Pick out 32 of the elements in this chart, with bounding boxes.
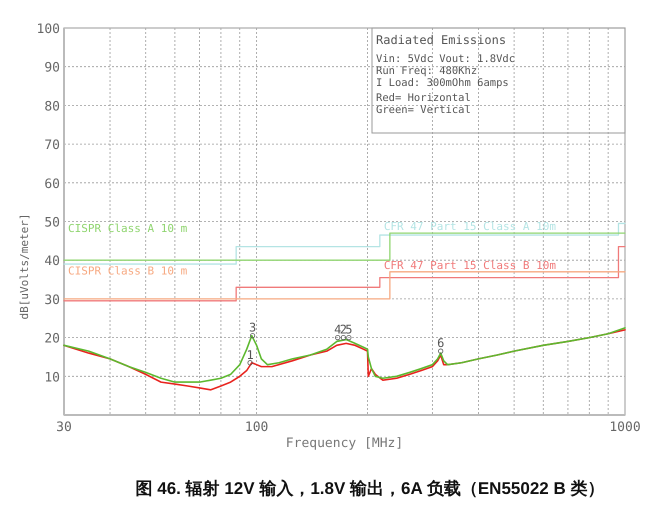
x-tick-label: 30 — [56, 420, 72, 435]
x-axis-title: Frequency [MHz] — [286, 436, 404, 451]
y-tick-label: 50 — [44, 216, 60, 230]
x-tick-label: 1000 — [609, 420, 641, 435]
annotation: 6 — [437, 336, 444, 350]
text: CISPR Class A 10 m — [68, 222, 188, 236]
y-tick-label: 70 — [44, 138, 60, 154]
annotation: Run Freq: 480Khz — [376, 65, 478, 77]
y-tick-label: 80 — [44, 99, 60, 114]
annotation: Green= Vertical — [376, 104, 471, 116]
annotation: 4 — [334, 322, 342, 337]
y-tick-label: 10 — [44, 370, 60, 386]
series-label: CFR 47 Part 15 Class A 10m — [384, 220, 556, 234]
y-axis-title: dB[uVolts/meter] — [18, 214, 31, 320]
x-tick-label: 100 — [244, 420, 268, 435]
annotation: Red= Horizontal — [376, 92, 471, 104]
y-tick-label: 20 — [44, 332, 60, 347]
y-tick-label: 100 — [36, 22, 60, 37]
y-tick-label: 40 — [44, 254, 60, 270]
annotation: I Load: 300mOhm 6amps — [376, 77, 509, 89]
chart-title: Radiated Emissions — [376, 33, 506, 47]
series-label: CISPR Class B 10 m — [68, 264, 188, 278]
series-label: CFR 47 Part 15 Class B 10m — [384, 258, 556, 272]
annotation: 2 — [340, 322, 347, 337]
text: 图 46. 辐射 12V 输入，1.8V 输出，6A 负载（EN55022 B 类） — [136, 479, 604, 498]
annotation: Vin: 5Vdc Vout: 1.8Vdc — [376, 53, 516, 65]
annotation: 3 — [248, 320, 256, 335]
annotation: 5 — [345, 322, 352, 337]
y-tick-label: 90 — [44, 60, 60, 76]
y-tick-label: 30 — [44, 292, 60, 308]
y-tick-label: 60 — [44, 176, 60, 192]
annotation: 1 — [246, 348, 254, 362]
